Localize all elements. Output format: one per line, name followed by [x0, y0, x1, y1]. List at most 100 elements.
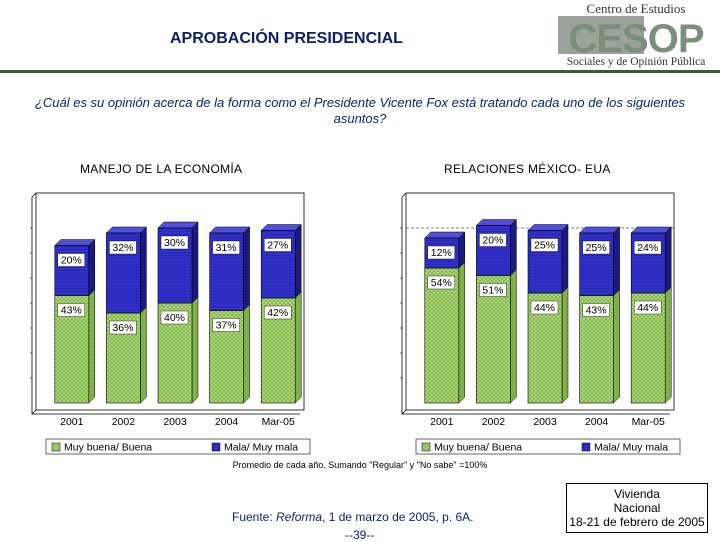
bar-top-bad [578, 226, 621, 234]
x-tick-label-2002: 2002 [112, 416, 136, 428]
data-label-bad-Mar-05: 27% [267, 240, 288, 252]
header-divider [0, 70, 720, 73]
bar-good-2002 [476, 275, 511, 404]
data-label-good-2001: 54% [431, 277, 452, 289]
legend-box [415, 438, 681, 455]
legend-swatch-bad [581, 442, 591, 452]
survey-question: ¿Cuál es su opinión acerca de la forma c… [34, 95, 686, 126]
label-bg-bad [479, 233, 507, 247]
bar-side-bad [243, 226, 250, 312]
page-number: --39-- [345, 528, 375, 542]
x-tick-label-Mar-05: Mar-05 [632, 416, 665, 428]
label-bg-good [582, 303, 610, 317]
bar-side-bad [664, 226, 672, 294]
data-label-bad-2004: 31% [216, 242, 237, 254]
bar-top-bad [630, 226, 672, 234]
label-bg-bad [57, 253, 85, 267]
legend-swatch-good [421, 442, 431, 452]
legend-swatch-bad [211, 442, 221, 452]
logo-acronym: CESOP [568, 17, 703, 61]
label-bg-good [109, 320, 137, 335]
legend-swatch-good [51, 442, 61, 452]
label-bg-bad [212, 240, 240, 255]
label-bg-bad [263, 238, 292, 252]
page-title: APROBACIÓN PRESIDENCIAL [170, 30, 403, 47]
label-bg-good [530, 300, 559, 315]
logo-line1: Centro de Estudios [587, 1, 686, 16]
bar-top-bad [54, 239, 96, 246]
label-bg-bad [530, 238, 559, 252]
x-tick-label-2001: 2001 [60, 416, 84, 428]
label-bg-good [427, 275, 455, 290]
legend-label-good: Muy buena/ Buena [434, 442, 522, 454]
bar-top-bad [208, 226, 251, 234]
bar-side-bad [613, 226, 620, 297]
data-label-bad-2002: 20% [482, 235, 503, 247]
data-label-bad-Mar-05: 24% [637, 242, 658, 254]
survey-info-line3: 18-21 de febrero de 2005 [569, 515, 705, 529]
legend-box [45, 438, 311, 455]
data-label-good-2002: 51% [482, 285, 503, 297]
data-label-good-2001: 43% [61, 305, 82, 317]
bar-side-good [561, 286, 569, 404]
label-bg-good [479, 283, 507, 297]
cesop-logo: Centro de Estudios CESOP Sociales y de O… [556, 0, 716, 68]
bar-good-2001 [424, 267, 460, 404]
label-bg-good [633, 300, 662, 315]
survey-info-line1: Vivienda [614, 487, 660, 501]
bar-bad-2001 [54, 245, 90, 296]
bar-top-bad [157, 221, 199, 229]
x-tick-label-2004: 2004 [215, 416, 239, 428]
bar-side-bad [561, 223, 569, 294]
data-label-good-2004: 37% [216, 320, 237, 332]
bar-side-good [613, 288, 620, 404]
data-label-bad-2002: 32% [112, 242, 133, 254]
bar-side-good [458, 261, 466, 404]
logo-line2: Sociales y de Opinión Pública [567, 56, 706, 68]
x-tick-label-2003: 2003 [533, 416, 557, 428]
data-label-good-2002: 36% [112, 322, 133, 334]
data-label-bad-2001: 20% [61, 255, 82, 267]
bar-side-bad [510, 218, 517, 277]
chart-relaciones: 54% 12% 2001 51% 20% 2002 44% 25% 2003 43% 25% 2004… [400, 192, 681, 455]
label-bg-bad [109, 240, 137, 255]
survey-info-box: Vivienda Nacional 18-21 de febrero de 20… [566, 483, 708, 533]
bar-top-bad [527, 224, 569, 231]
chart-title-economia: MANEJO DE LA ECONOMÍA [80, 162, 243, 176]
label-bg-good [212, 318, 240, 332]
data-label-good-2003: 44% [534, 302, 555, 314]
footnote: Promedio de cada año. Sumando "Regular" … [232, 460, 488, 470]
x-tick-label-Mar-05: Mar-05 [262, 416, 295, 428]
chart-title-relaciones: RELACIONES MÉXICO- EUA [444, 162, 611, 176]
data-label-bad-2003: 25% [534, 240, 555, 252]
bar-side-bad [88, 238, 96, 297]
x-tick-label-2001: 2001 [430, 416, 454, 428]
source-publication: Reforma [276, 510, 323, 524]
bar-top-bad [475, 219, 518, 226]
bar-side-bad [140, 226, 147, 314]
bar-top-bad [260, 224, 302, 231]
label-bg-bad [633, 240, 662, 255]
bar-side-bad [294, 223, 302, 299]
data-label-good-Mar-05: 42% [267, 307, 288, 319]
data-label-good-2003: 40% [164, 312, 185, 324]
data-label-good-2004: 43% [586, 305, 607, 317]
label-bg-bad [582, 240, 610, 255]
bar-top-bad [105, 226, 148, 234]
source-rest: , 1 de marzo de 2005, p. 6A. [322, 510, 474, 524]
bar-side-good [243, 303, 250, 404]
bar-side-good [664, 286, 672, 404]
bar-bad-2002 [476, 225, 511, 276]
x-tick-label-2002: 2002 [482, 416, 506, 428]
legend-label-bad: Mala/ Muy mala [594, 442, 668, 454]
data-label-good-Mar-05: 44% [637, 302, 658, 314]
bar-side-good [191, 296, 199, 404]
data-label-bad-2001: 12% [431, 247, 452, 259]
data-label-bad-2004: 25% [586, 242, 607, 254]
bar-side-good [510, 268, 517, 404]
label-bg-good [57, 303, 85, 317]
legend-label-good: Muy buena/ Buena [64, 442, 152, 454]
survey-info-line2: Nacional [613, 501, 661, 515]
source-citation: Fuente: Reforma, 1 de marzo de 2005, p. … [232, 510, 474, 524]
data-label-bad-2003: 30% [164, 237, 185, 249]
